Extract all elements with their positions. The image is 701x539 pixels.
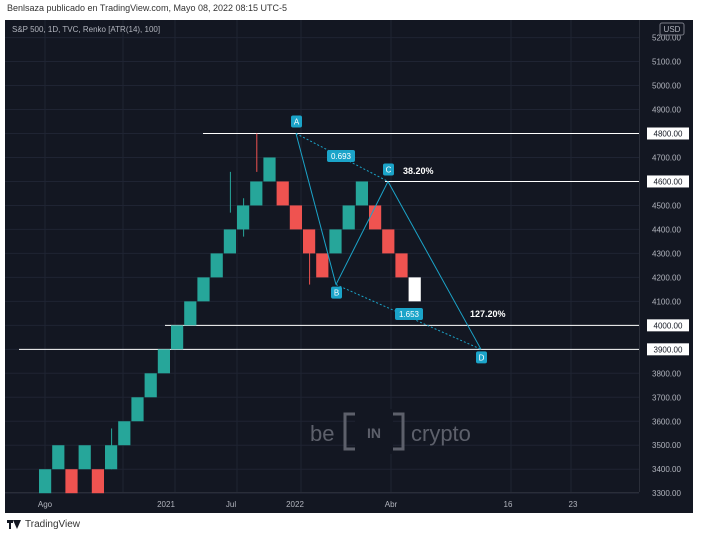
y-tick-label: 3300.00 (652, 489, 681, 498)
y-tick-label: 5100.00 (652, 58, 681, 67)
y-tick-label: 3400.00 (652, 465, 681, 474)
ratio-label-xab: 0.693 (331, 152, 352, 161)
renko-brick (157, 349, 170, 374)
renko-brick (276, 181, 289, 206)
renko-brick (408, 277, 421, 302)
renko-brick (369, 205, 382, 230)
ratio-badge (327, 150, 355, 162)
watermark-middle: IN (367, 425, 381, 441)
level-price-tag (647, 175, 689, 188)
renko-brick (52, 445, 65, 470)
renko-brick (39, 469, 52, 494)
x-tick-label: Jul (226, 500, 236, 509)
x-tick-label: 2022 (286, 500, 304, 509)
renko-brick (171, 325, 184, 350)
currency-label: USD (664, 25, 681, 34)
renko-brick (210, 253, 223, 278)
y-tick-label: 3800.00 (652, 369, 681, 378)
pattern-point-label: D (479, 353, 485, 362)
x-tick-label: 23 (569, 500, 578, 509)
y-tick-label: 3600.00 (652, 417, 681, 426)
extension-label: 127.20% (470, 309, 506, 319)
renko-brick (118, 421, 131, 446)
renko-brick (91, 469, 104, 494)
y-tick-label: 5000.00 (652, 82, 681, 91)
renko-brick (65, 469, 78, 494)
ratio-label-bcd: 1.653 (399, 310, 420, 319)
renko-brick (263, 157, 276, 182)
y-tick-label: 5200.00 (652, 34, 681, 43)
level-price-label: 4800.00 (654, 130, 683, 139)
watermark-right: crypto (411, 421, 471, 446)
level-price-tag (647, 127, 689, 140)
renko-brick (144, 373, 157, 398)
pattern-ratio-line (295, 133, 389, 182)
y-tick-label: 4100.00 (652, 297, 681, 306)
renko-brick (131, 397, 144, 422)
level-price-label: 4000.00 (654, 321, 683, 330)
footer: TradingView (7, 519, 80, 530)
renko-brick (250, 181, 263, 206)
renko-brick (395, 253, 408, 278)
renko-brick (342, 205, 355, 230)
ratio-badge (395, 308, 423, 320)
level-price-tag (647, 319, 689, 332)
pattern-point-label: C (386, 165, 392, 174)
tradingview-logo-icon (7, 520, 21, 529)
watermark-frame-mask (355, 409, 393, 454)
pattern-leg (387, 181, 482, 350)
pattern-ratio-line (335, 284, 482, 350)
currency-badge (659, 22, 685, 36)
y-tick-label: 4500.00 (652, 201, 681, 210)
chart-background (5, 20, 693, 513)
y-tick-label: 4200.00 (652, 273, 681, 282)
level-price-label: 4600.00 (654, 177, 683, 186)
renko-brick (184, 301, 197, 326)
pattern-leg (335, 181, 389, 285)
chart-title: S&P 500, 1D, TVC, Renko [ATR(14), 100] (12, 25, 160, 34)
publisher-line: Benlsaza publicado en TradingView.com, M… (7, 3, 288, 13)
retracement-label: 38.20% (403, 166, 434, 176)
renko-brick (289, 205, 302, 230)
renko-brick (329, 229, 342, 254)
x-tick-label: Abr (385, 500, 398, 509)
y-tick-label: 4700.00 (652, 153, 681, 162)
renko-brick (223, 229, 236, 254)
renko-brick (237, 205, 250, 230)
pattern-point-label: B (334, 289, 339, 298)
x-tick-label: Ago (38, 500, 53, 509)
level-price-label: 3900.00 (654, 345, 683, 354)
y-tick-label: 4300.00 (652, 249, 681, 258)
renko-brick (78, 445, 91, 470)
pattern-point-badge (476, 351, 487, 364)
y-tick-label: 4400.00 (652, 225, 681, 234)
renko-brick (355, 181, 368, 206)
renko-brick (105, 445, 118, 470)
footer-brand: TradingView (25, 519, 81, 530)
x-tick-label: 2021 (157, 500, 175, 509)
pattern-point-badge (331, 286, 342, 299)
pattern-point-badge (383, 163, 394, 176)
y-tick-label: 3700.00 (652, 393, 681, 402)
pattern-point-badge (291, 115, 302, 128)
renko-brick (316, 253, 329, 278)
watermark-left: be (310, 421, 334, 446)
chart-panel[interactable]: 3300.00 3400.00 3500.00 3600.00 3700.00 3800.… (5, 20, 693, 513)
level-price-tag (647, 343, 689, 356)
x-tick-label: 16 (504, 500, 513, 509)
pattern-leg (295, 133, 337, 285)
renko-chart[interactable]: 3300.00 3400.00 3500.00 3600.00 3700.00 3800.… (5, 20, 693, 513)
y-tick-label: 3500.00 (652, 441, 681, 450)
renko-brick (382, 229, 395, 254)
renko-brick (303, 229, 316, 254)
y-tick-label: 4900.00 (652, 106, 681, 115)
renko-brick (197, 277, 210, 302)
pattern-point-label: A (294, 118, 300, 127)
